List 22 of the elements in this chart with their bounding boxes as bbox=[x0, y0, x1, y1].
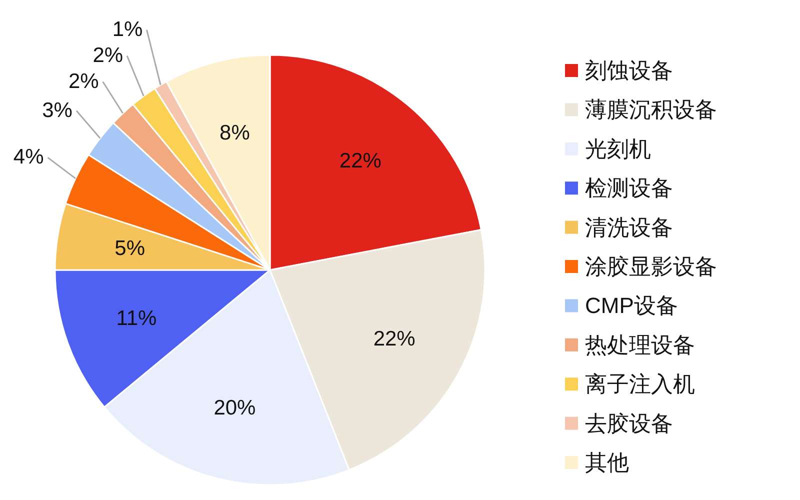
legend-label: CMP设备 bbox=[585, 293, 678, 318]
data-label: 1% bbox=[112, 18, 143, 41]
data-label: 3% bbox=[42, 98, 72, 122]
legend-label: 离子注入机 bbox=[585, 372, 695, 397]
data-label: 2% bbox=[68, 70, 99, 93]
legend-label: 检测设备 bbox=[585, 176, 673, 201]
data-label: 22% bbox=[339, 150, 382, 173]
legend-label: 去胶设备 bbox=[585, 410, 673, 436]
legend-label: 薄膜沉积设备 bbox=[585, 97, 717, 122]
legend-label: 涂胶显影设备 bbox=[585, 254, 717, 279]
legend-label: 刻蚀设备 bbox=[585, 58, 673, 83]
data-label: 8% bbox=[220, 122, 250, 145]
data-label: 5% bbox=[114, 236, 146, 260]
data-label: 11% bbox=[116, 307, 157, 330]
data-label: 22% bbox=[373, 327, 416, 350]
data-label: 2% bbox=[92, 44, 124, 67]
data-label: 4% bbox=[13, 146, 44, 169]
legend-label: 清洗设备 bbox=[585, 214, 673, 240]
legend-label: 光刻机 bbox=[585, 136, 651, 162]
legend-label: 其他 bbox=[585, 450, 629, 475]
data-label: 20% bbox=[214, 396, 256, 420]
legend-label: 热处理设备 bbox=[585, 332, 695, 358]
